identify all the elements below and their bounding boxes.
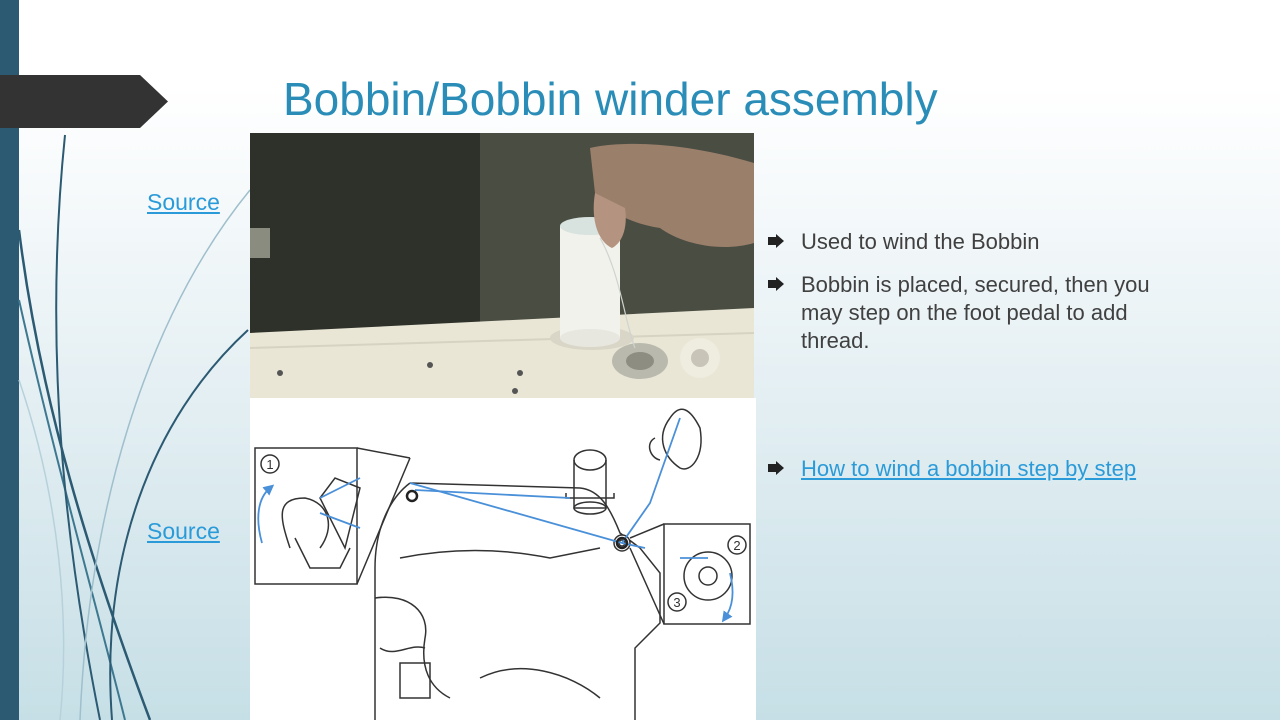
decorative-swooshes <box>17 134 251 720</box>
bullet-text: Bobbin is placed, secured, then you may … <box>801 272 1150 353</box>
slide-title: Bobbin/Bobbin winder assembly <box>283 73 938 125</box>
bobbin-winding-photo <box>250 133 754 398</box>
bobbin-winder-diagram: 1 2 3 <box>250 398 756 720</box>
bullet-item: Used to wind the Bobbin <box>768 228 1188 256</box>
source-link-photo[interactable]: Source <box>147 189 220 215</box>
arrow-bullet-icon <box>768 461 784 475</box>
source-link-diagram[interactable]: Source <box>147 518 220 544</box>
link-bullet-list: How to wind a bobbin step by step <box>768 455 1188 483</box>
diagram-label-2: 2 <box>733 538 740 553</box>
arrow-bullet-icon <box>768 234 784 248</box>
bullet-text: Used to wind the Bobbin <box>801 229 1040 254</box>
arrow-bullet-icon <box>768 277 784 291</box>
diagram-label-1: 1 <box>266 457 273 472</box>
bullet-list: Used to wind the Bobbin Bobbin is placed… <box>768 228 1188 370</box>
bullet-item: Bobbin is placed, secured, then you may … <box>768 271 1188 355</box>
left-accent-bar <box>0 0 19 720</box>
diagram-label-3: 3 <box>673 595 680 610</box>
bullet-item: How to wind a bobbin step by step <box>768 455 1188 483</box>
how-to-wind-bobbin-link[interactable]: How to wind a bobbin step by step <box>801 456 1137 481</box>
title-arrow-tab <box>0 75 168 128</box>
